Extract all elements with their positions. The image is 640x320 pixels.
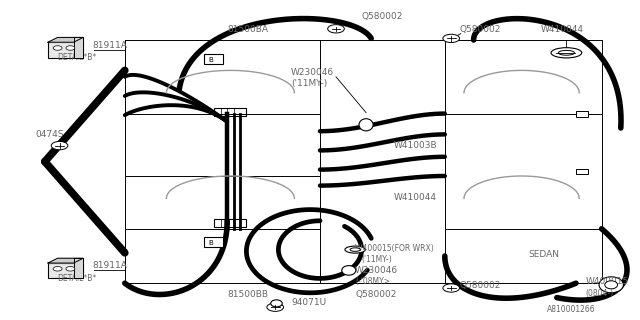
Text: Q580002: Q580002 [460, 281, 501, 290]
Bar [214, 108, 246, 116]
Ellipse shape [599, 277, 623, 293]
Ellipse shape [345, 246, 365, 253]
Text: W400015(FOR WRX): W400015(FOR WRX) [355, 244, 434, 253]
Text: A810001266: A810001266 [547, 305, 596, 314]
Ellipse shape [271, 300, 282, 307]
Ellipse shape [350, 248, 360, 252]
Circle shape [267, 303, 284, 311]
Text: (0804-): (0804-) [586, 289, 614, 298]
Text: W41003B: W41003B [394, 141, 437, 150]
Text: Q580002: Q580002 [460, 25, 501, 34]
Text: W230046: W230046 [355, 266, 398, 275]
Text: 81911A: 81911A [93, 41, 127, 50]
Text: ('11MY-): ('11MY-) [291, 79, 328, 88]
Ellipse shape [551, 48, 582, 58]
Text: SEDAN: SEDAN [528, 250, 559, 259]
Text: W230046: W230046 [291, 68, 334, 77]
Polygon shape [74, 37, 83, 58]
Bar [48, 42, 83, 58]
Text: B: B [208, 240, 212, 246]
Ellipse shape [558, 51, 575, 55]
Text: 81500BB: 81500BB [227, 290, 268, 299]
Circle shape [53, 267, 62, 271]
Circle shape [328, 25, 344, 33]
Bar [214, 219, 246, 227]
Ellipse shape [359, 119, 373, 131]
Text: Q580002: Q580002 [355, 290, 397, 299]
Bar [576, 169, 588, 174]
Text: W400015: W400015 [586, 277, 629, 286]
Polygon shape [48, 258, 83, 263]
Circle shape [53, 46, 62, 50]
Text: ('11MY-): ('11MY-) [362, 255, 392, 264]
Text: 94071U: 94071U [291, 298, 326, 307]
Text: 0474S: 0474S [35, 130, 64, 139]
Text: W410044: W410044 [394, 193, 436, 202]
Text: (-'08MY>: (-'08MY> [355, 277, 390, 286]
Ellipse shape [342, 266, 356, 275]
Circle shape [66, 267, 75, 271]
Text: Q580002: Q580002 [362, 12, 403, 21]
Text: DETAIL*B*: DETAIL*B* [58, 274, 97, 283]
Bar [576, 111, 588, 117]
Bar [48, 263, 83, 278]
Circle shape [443, 34, 460, 43]
Ellipse shape [605, 281, 618, 289]
Polygon shape [48, 37, 83, 42]
Bar [204, 54, 223, 64]
Text: B: B [208, 57, 212, 63]
Text: 81500BA: 81500BA [227, 25, 268, 34]
Bar [204, 237, 223, 247]
Polygon shape [74, 258, 83, 278]
Text: 81911A: 81911A [93, 261, 127, 270]
Circle shape [443, 284, 460, 292]
Text: W410044: W410044 [541, 25, 584, 34]
Circle shape [51, 141, 68, 150]
Text: DETAIL*B*: DETAIL*B* [58, 53, 97, 62]
Circle shape [66, 46, 75, 50]
